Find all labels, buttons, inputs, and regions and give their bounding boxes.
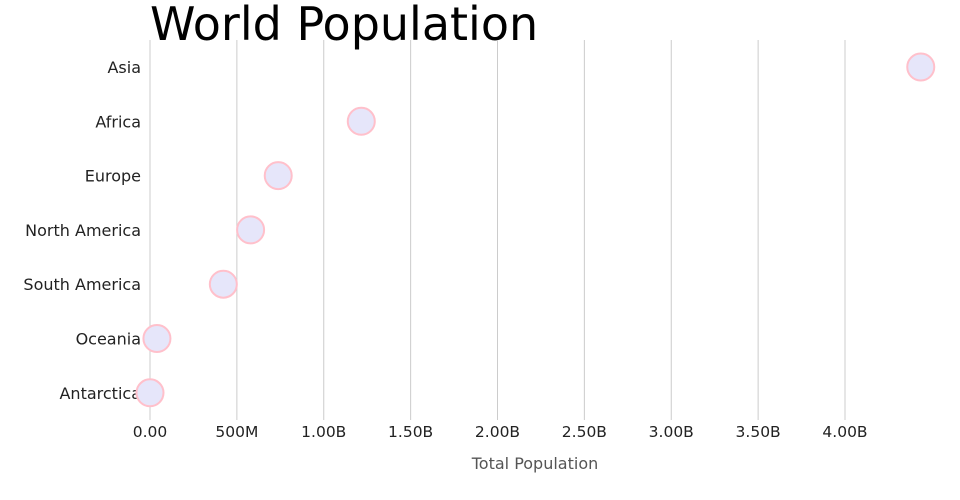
data-point-north-america[interactable] [236, 215, 266, 245]
x-axis-title: Total Population [471, 454, 599, 473]
data-point-oceania[interactable] [142, 324, 172, 353]
x-axis-ticks: 0.00 500M 1.00B 1.50B 2.00B 2.50B 3.00B 3.50B 4.… [133, 423, 868, 441]
gridlines [149, 40, 846, 420]
x-tick-label: 2.50B [562, 423, 607, 441]
data-point-south-america[interactable] [208, 269, 238, 299]
x-tick-label: 3.00B [649, 423, 694, 441]
x-tick-label: 1.50B [388, 423, 433, 441]
data-point-antarctica[interactable] [135, 378, 165, 408]
y-category-label: North America [25, 221, 141, 240]
y-category-label: Oceania [76, 330, 141, 349]
x-tick-label: 4.00B [822, 423, 867, 441]
x-tick-label: 3.50B [736, 423, 781, 441]
y-axis-categories: Asia Africa Europe North America South Ameri… [23, 58, 141, 403]
data-point-africa[interactable] [346, 106, 376, 136]
x-tick-label: 2.00B [475, 423, 520, 441]
y-category-label: Antarctica [59, 384, 141, 403]
x-tick-label: 500M [215, 423, 258, 441]
data-point-asia[interactable] [906, 52, 936, 82]
data-points [135, 52, 936, 408]
y-category-label: South America [23, 275, 141, 294]
y-category-label: Africa [95, 112, 141, 131]
y-category-label: Europe [85, 167, 141, 186]
x-tick-label: 0.00 [133, 423, 168, 441]
data-point-europe[interactable] [263, 161, 293, 191]
chart-title: World Population [150, 0, 538, 51]
x-tick-label: 1.00B [301, 423, 346, 441]
y-category-label: Asia [107, 58, 141, 77]
